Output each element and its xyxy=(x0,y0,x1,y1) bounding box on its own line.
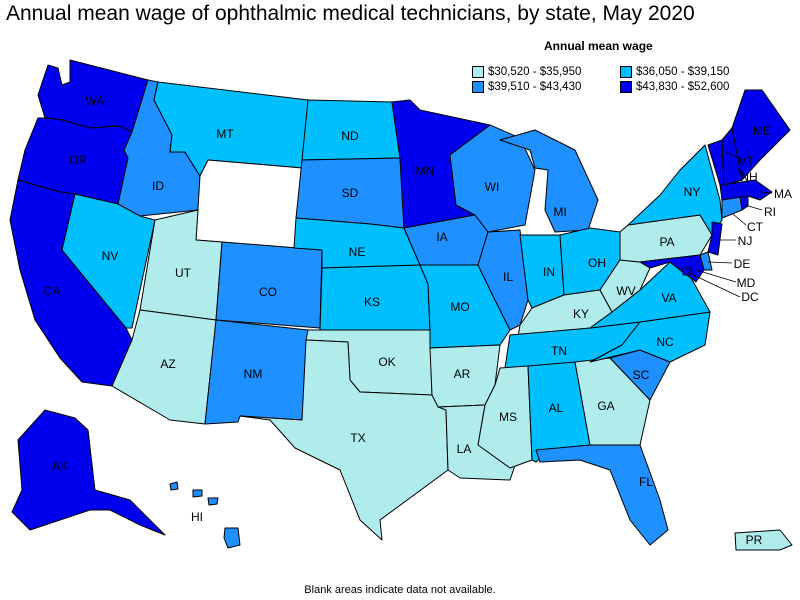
legend-label-1: $30,520 - $35,950 xyxy=(488,66,582,78)
state-label-oh: OH xyxy=(588,256,606,270)
state-label-il: IL xyxy=(503,270,513,284)
state-label-az: AZ xyxy=(160,357,175,371)
state-label-id: ID xyxy=(152,179,164,193)
state-label-hi: HI xyxy=(191,510,203,524)
state-label-wi: WI xyxy=(485,180,500,194)
footnote: Blank areas indicate data not available. xyxy=(304,584,496,596)
state-label-nd: ND xyxy=(341,129,359,143)
legend-item-2: $36,050 - $39,150 xyxy=(620,66,729,78)
state-label-nh: NH xyxy=(740,170,757,184)
state-ak[interactable] xyxy=(11,409,166,536)
state-hi[interactable] xyxy=(169,481,241,549)
legend-item-1: $30,520 - $35,950 xyxy=(472,66,581,78)
state-label-nc: NC xyxy=(656,335,674,349)
state-label-tn: TN xyxy=(551,344,567,358)
state-label-sc: SC xyxy=(633,368,650,382)
state-label-mt: MT xyxy=(216,127,234,141)
state-label-pr: PR xyxy=(746,533,763,547)
legend-title: Annual mean wage xyxy=(544,39,653,53)
state-label-or: OR xyxy=(69,153,87,167)
legend-label-2: $36,050 - $39,150 xyxy=(636,66,730,78)
state-mi[interactable] xyxy=(499,129,599,233)
state-label-nm: NM xyxy=(244,367,263,381)
state-label-ak: AK xyxy=(52,459,68,473)
state-label-ga: GA xyxy=(597,399,614,413)
state-va[interactable] xyxy=(589,261,711,329)
state-label-ri: RI xyxy=(764,205,776,219)
state-label-ca: CA xyxy=(44,284,61,298)
state-ny[interactable] xyxy=(627,144,723,236)
legend-item-4: $43,830 - $52,600 xyxy=(620,81,729,93)
state-dc[interactable] xyxy=(682,267,691,276)
state-label-la: LA xyxy=(457,442,472,456)
state-label-mn: MN xyxy=(416,164,435,178)
state-label-ne: NE xyxy=(349,245,366,259)
label-leader-lines xyxy=(686,151,773,298)
state-label-ar: AR xyxy=(454,367,471,381)
state-label-ma: MA xyxy=(774,187,792,201)
state-label-fl: FL xyxy=(639,475,653,489)
state-label-co: CO xyxy=(259,285,277,299)
state-label-vt: VT xyxy=(738,154,754,168)
state-label-de: DE xyxy=(734,257,751,271)
state-nv[interactable] xyxy=(61,193,156,329)
state-ma[interactable] xyxy=(719,179,773,201)
legend-swatch-4 xyxy=(620,81,632,93)
state-label-pa: PA xyxy=(659,235,674,249)
state-ri[interactable] xyxy=(739,195,749,211)
state-label-ia: IA xyxy=(436,230,447,244)
state-fl[interactable] xyxy=(535,444,669,546)
state-label-in: IN xyxy=(543,265,555,279)
state-label-mi: MI xyxy=(553,205,566,219)
state-label-ks: KS xyxy=(364,295,380,309)
state-label-al: AL xyxy=(549,401,564,415)
state-label-wv: WV xyxy=(616,284,635,298)
state-tx[interactable] xyxy=(239,339,449,541)
state-label-tx: TX xyxy=(350,431,365,445)
state-label-nj: NJ xyxy=(738,234,753,248)
state-label-nv: NV xyxy=(102,249,119,263)
legend-swatch-1 xyxy=(472,66,484,78)
state-label-ms: MS xyxy=(499,410,517,424)
state-label-wa: WA xyxy=(86,94,105,108)
state-wi[interactable] xyxy=(449,124,536,233)
state-label-ny: NY xyxy=(684,185,701,199)
legend-label-3: $39,510 - $43,430 xyxy=(488,81,582,93)
state-label-ct: CT xyxy=(747,220,764,234)
state-label-mo: MO xyxy=(450,300,469,314)
legend-item-3: $39,510 - $43,430 xyxy=(472,81,581,93)
state-label-dc: DC xyxy=(741,290,759,304)
legend-swatch-3 xyxy=(472,81,484,93)
state-nj[interactable] xyxy=(707,221,723,256)
state-pr[interactable] xyxy=(734,529,793,551)
legend-label-4: $43,830 - $52,600 xyxy=(636,81,730,93)
state-label-me: ME xyxy=(753,124,771,138)
state-label-md: MD xyxy=(737,276,756,290)
state-label-ky: KY xyxy=(573,307,589,321)
map-title: Annual mean wage of ophthalmic medical t… xyxy=(6,2,695,25)
state-label-ut: UT xyxy=(175,266,192,280)
state-label-sd: SD xyxy=(342,186,359,200)
legend-swatch-2 xyxy=(620,66,632,78)
state-me[interactable] xyxy=(731,89,791,181)
state-wy[interactable] xyxy=(195,159,303,249)
state-label-va: VA xyxy=(661,291,676,305)
state-label-ok: OK xyxy=(378,355,395,369)
